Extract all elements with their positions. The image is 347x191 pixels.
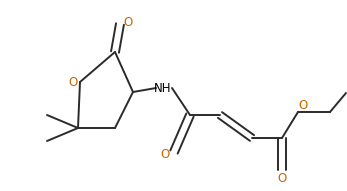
Text: O: O — [124, 15, 133, 28]
Text: NH: NH — [154, 82, 172, 95]
Text: O: O — [277, 172, 287, 185]
Text: O: O — [68, 75, 78, 88]
Text: O: O — [160, 148, 170, 162]
Text: O: O — [298, 99, 308, 112]
